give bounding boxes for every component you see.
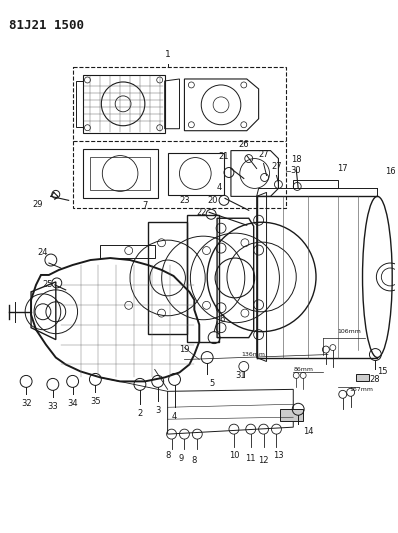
Text: 15: 15 [377, 367, 388, 376]
Text: 11: 11 [246, 454, 256, 463]
Text: 136mm: 136mm [242, 352, 266, 357]
Text: 31: 31 [236, 372, 246, 381]
Text: 12: 12 [258, 456, 269, 465]
Text: 34: 34 [67, 399, 78, 408]
Polygon shape [281, 409, 303, 421]
Text: 18: 18 [291, 155, 302, 164]
Text: 4: 4 [172, 412, 177, 421]
Text: 26: 26 [238, 140, 249, 149]
Text: 13: 13 [273, 451, 284, 460]
Polygon shape [355, 375, 369, 382]
Text: 6: 6 [219, 315, 224, 324]
Text: 7: 7 [142, 201, 148, 211]
Text: 4: 4 [217, 183, 222, 192]
Text: 23: 23 [179, 196, 190, 205]
Text: 28: 28 [369, 375, 380, 384]
Text: 1: 1 [165, 50, 170, 59]
Text: 27: 27 [271, 161, 282, 171]
Text: 8: 8 [191, 456, 197, 465]
Text: 21: 21 [219, 151, 229, 160]
Text: 3: 3 [155, 406, 160, 415]
Text: 32: 32 [21, 399, 31, 408]
Text: 30: 30 [290, 166, 301, 175]
Text: 167mm: 167mm [350, 387, 374, 392]
Text: 14: 14 [303, 427, 314, 436]
Text: 33: 33 [47, 402, 58, 411]
Text: 10: 10 [228, 451, 239, 460]
Text: 35: 35 [90, 397, 101, 406]
Text: 8: 8 [165, 451, 170, 460]
Text: 17: 17 [338, 165, 348, 173]
Text: 86mm: 86mm [293, 367, 313, 372]
Text: 24: 24 [38, 248, 48, 257]
Text: 22: 22 [197, 208, 207, 217]
Text: 16: 16 [385, 167, 396, 176]
Text: 29: 29 [33, 200, 43, 209]
Text: 9: 9 [179, 454, 184, 463]
Text: 27: 27 [258, 150, 269, 158]
Text: 25: 25 [42, 280, 53, 289]
Text: 106mm: 106mm [338, 329, 362, 334]
Text: 2: 2 [137, 409, 142, 418]
Text: 81J21 1500: 81J21 1500 [9, 19, 84, 33]
Text: 19: 19 [179, 345, 190, 353]
Text: 5: 5 [209, 379, 215, 389]
Text: 20: 20 [208, 196, 219, 205]
